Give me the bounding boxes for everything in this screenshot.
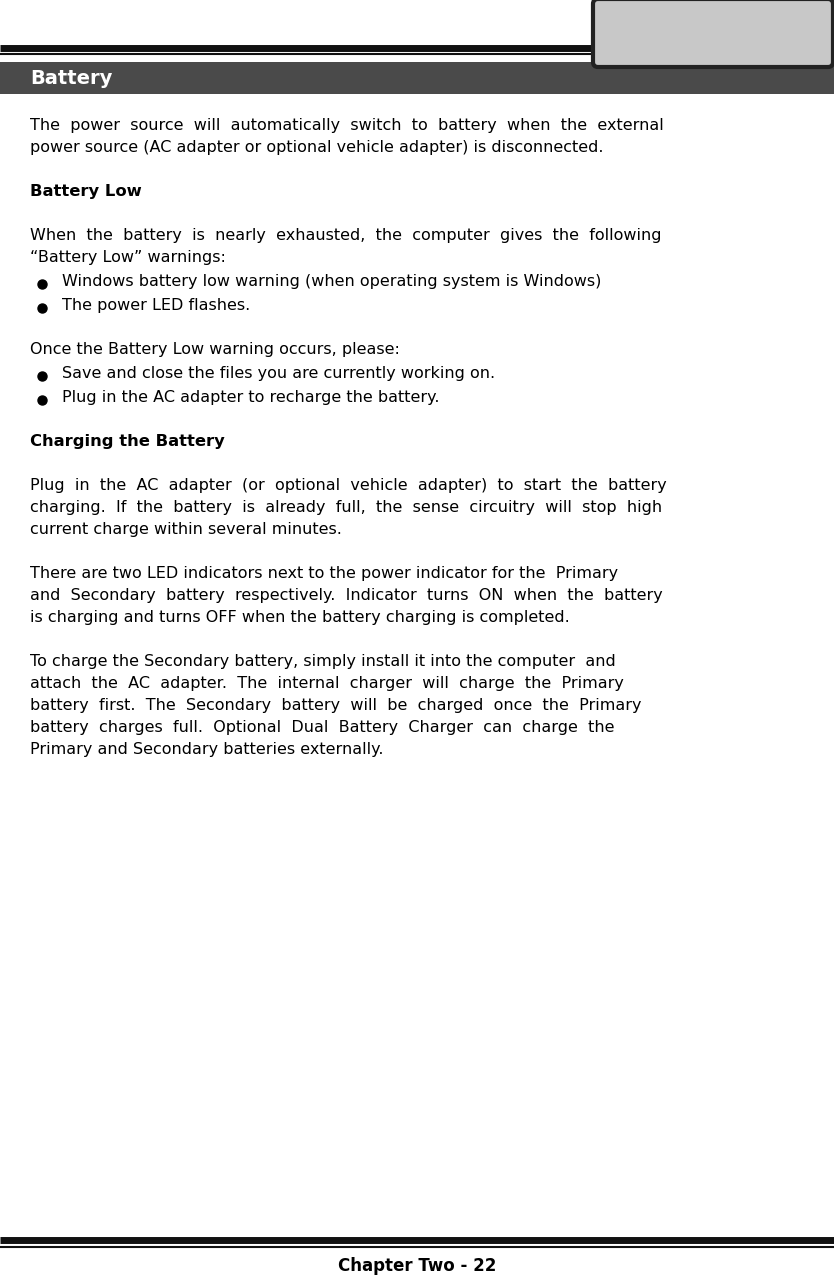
Text: Once the Battery Low warning occurs, please:: Once the Battery Low warning occurs, ple… bbox=[30, 342, 399, 357]
Text: power source (AC adapter or optional vehicle adapter) is disconnected.: power source (AC adapter or optional veh… bbox=[30, 140, 604, 155]
Text: Plug  in  the  AC  adapter  (or  optional  vehicle  adapter)  to  start  the  ba: Plug in the AC adapter (or optional vehi… bbox=[30, 478, 666, 493]
Text: Battery Low: Battery Low bbox=[30, 184, 142, 199]
Text: current charge within several minutes.: current charge within several minutes. bbox=[30, 523, 342, 537]
Text: When  the  battery  is  nearly  exhausted,  the  computer  gives  the  following: When the battery is nearly exhausted, th… bbox=[30, 229, 661, 243]
Text: Managing Power: Managing Power bbox=[628, 24, 797, 42]
Text: attach  the  AC  adapter.  The  internal  charger  will  charge  the  Primary: attach the AC adapter. The internal char… bbox=[30, 675, 624, 691]
Text: Chapter Two - 22: Chapter Two - 22 bbox=[338, 1257, 496, 1275]
Text: Primary and Secondary batteries externally.: Primary and Secondary batteries external… bbox=[30, 742, 384, 758]
Text: The power LED flashes.: The power LED flashes. bbox=[62, 298, 250, 313]
Text: Battery: Battery bbox=[30, 68, 113, 87]
Text: battery  charges  full.  Optional  Dual  Battery  Charger  can  charge  the: battery charges full. Optional Dual Batt… bbox=[30, 720, 615, 734]
FancyBboxPatch shape bbox=[593, 0, 833, 67]
Text: charging.  If  the  battery  is  already  full,  the  sense  circuitry  will  st: charging. If the battery is already full… bbox=[30, 499, 662, 515]
Text: Charging the Battery: Charging the Battery bbox=[30, 434, 224, 449]
Text: and  Secondary  battery  respectively.  Indicator  turns  ON  when  the  battery: and Secondary battery respectively. Indi… bbox=[30, 588, 663, 603]
Text: Plug in the AC adapter to recharge the battery.: Plug in the AC adapter to recharge the b… bbox=[62, 390, 440, 404]
Text: The  power  source  will  automatically  switch  to  battery  when  the  externa: The power source will automatically swit… bbox=[30, 118, 664, 134]
Text: “Battery Low” warnings:: “Battery Low” warnings: bbox=[30, 250, 226, 265]
Text: battery  first.  The  Secondary  battery  will  be  charged  once  the  Primary: battery first. The Secondary battery wil… bbox=[30, 698, 641, 713]
Text: There are two LED indicators next to the power indicator for the  Primary: There are two LED indicators next to the… bbox=[30, 566, 618, 580]
Bar bbox=[0, 62, 834, 94]
Text: To charge the Secondary battery, simply install it into the computer  and: To charge the Secondary battery, simply … bbox=[30, 654, 615, 669]
Text: is charging and turns OFF when the battery charging is completed.: is charging and turns OFF when the batte… bbox=[30, 610, 570, 625]
Text: Windows battery low warning (when operating system is Windows): Windows battery low warning (when operat… bbox=[62, 273, 601, 289]
Text: Save and close the files you are currently working on.: Save and close the files you are current… bbox=[62, 366, 495, 381]
